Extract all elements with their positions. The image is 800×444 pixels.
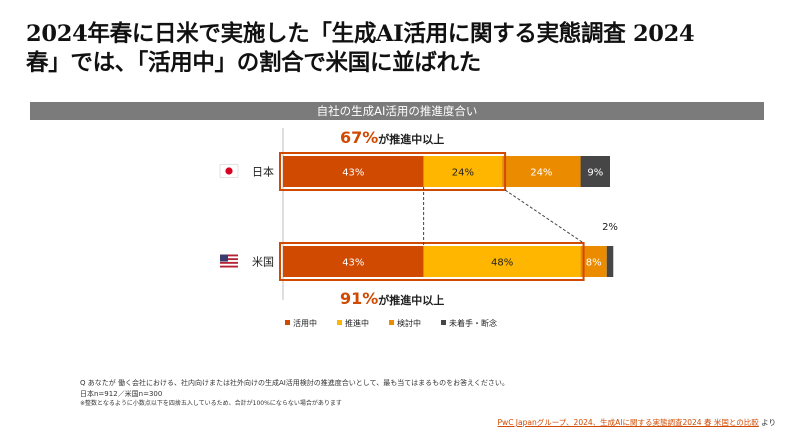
headline-line-2: 春」では、「活用中」の割合で米国に並ばれた	[26, 50, 481, 76]
legend-swatch	[337, 320, 342, 325]
annotation-value: 91%	[340, 289, 378, 308]
data-label: 24%	[452, 168, 474, 179]
legend-label: 推進中	[345, 318, 369, 328]
bar-segment	[423, 156, 503, 187]
category-label-2: 米国	[252, 256, 274, 269]
category-label-1: 日本	[252, 165, 274, 179]
us-flag-stripe-icon	[220, 256, 238, 259]
data-label: 8%	[586, 258, 602, 269]
data-label: 48%	[491, 258, 513, 269]
headline-line-1: 2024年春に日米で実施した「生成AI活用に関する実態調査 2024	[26, 21, 695, 47]
connector-line	[504, 189, 584, 244]
source-suffix: より	[758, 418, 776, 427]
headline: 2024年春に日米で実施した「生成AI活用に関する実態調査 2024 春」では、…	[26, 20, 786, 78]
data-label: 43%	[342, 168, 364, 179]
us-flag-stripe-icon	[220, 263, 238, 266]
bar-segment	[580, 246, 607, 277]
us-flag-stripe-icon	[220, 260, 238, 262]
legend-label: 検討中	[397, 318, 421, 328]
source-link[interactable]: PwC Japanグループ、2024、生成AIに関する実態調査2024 春 米国…	[497, 418, 759, 427]
bar-segment	[606, 246, 614, 277]
rounding-note: ※整数となるように小数点以下を四捨五入しているため、合計が100%にならない場合…	[80, 400, 342, 407]
chart-title-banner: 自社の生成AI活用の推進度合い	[30, 102, 764, 120]
us-flag-canton-icon	[220, 254, 228, 262]
data-label: 2%	[602, 222, 618, 233]
annotation-value: 67%	[340, 128, 378, 147]
legend-swatch	[389, 320, 394, 325]
japan-flag-disc-icon	[225, 167, 233, 175]
legend-label: 活用中	[293, 318, 317, 328]
bar-segment	[283, 156, 424, 187]
sample-size: 日本n=912／米国n=300	[80, 389, 163, 398]
annotation-1: 67%が推進中以上	[340, 128, 444, 147]
highlight-box	[279, 152, 507, 191]
bar-segment	[502, 156, 581, 187]
annotation-2: 91%が推進中以上	[340, 289, 444, 308]
legend-label: 未着手・断念	[449, 318, 497, 328]
source-citation: PwC Japanグループ、2024、生成AIに関する実態調査2024 春 米国…	[498, 417, 776, 428]
bar-segment	[423, 246, 581, 277]
annotation-text: が推進中以上	[378, 132, 444, 146]
legend-swatch	[441, 320, 446, 325]
legend-swatch	[285, 320, 290, 325]
highlight-box	[279, 242, 585, 281]
bar-segment	[580, 156, 610, 187]
question-text: Q あなたが 働く会社における、社内向けまたは社外向けの生成AI活用検討の推進度…	[80, 379, 509, 387]
footnote: Q あなたが 働く会社における、社内向けまたは社外向けの生成AI活用検討の推進度…	[80, 378, 509, 410]
bar-segment	[283, 246, 424, 277]
data-label: 9%	[587, 168, 603, 179]
annotation-text: が推進中以上	[378, 293, 444, 307]
data-label: 24%	[530, 168, 552, 179]
data-label: 43%	[342, 258, 364, 269]
